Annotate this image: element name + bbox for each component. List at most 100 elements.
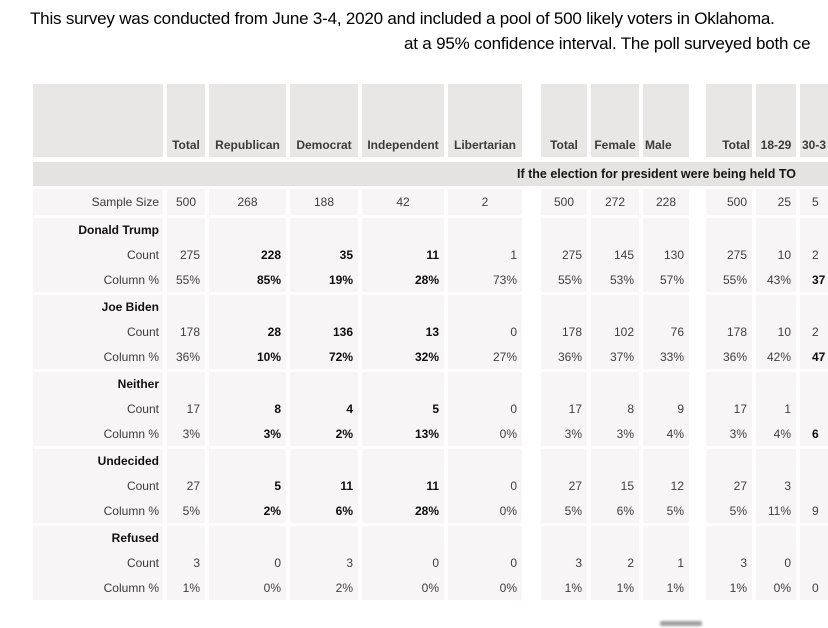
- col-header-cell: Independent: [362, 84, 444, 157]
- data-cell: [541, 218, 587, 242]
- candidate-name-row: Neither: [33, 372, 828, 396]
- count-row: Count 27 5 11 11 0 27 15 12 27 3: [33, 473, 828, 498]
- data-cell: [800, 396, 828, 421]
- data-cell: 11: [290, 473, 358, 498]
- section-gap: [693, 218, 702, 242]
- section-gap: [526, 421, 537, 446]
- data-cell: [290, 372, 358, 396]
- data-cell: 19%: [290, 267, 358, 292]
- candidate-name-row: Undecided: [33, 449, 828, 473]
- section-gap: [526, 242, 537, 267]
- col-header-cell: Libertarian: [448, 84, 522, 157]
- col-header-cell: Total: [167, 84, 205, 157]
- data-cell: [448, 295, 522, 319]
- data-cell: 5%: [541, 498, 587, 523]
- data-cell: 3: [290, 550, 358, 575]
- data-cell: 35: [290, 242, 358, 267]
- data-cell: 8: [209, 396, 286, 421]
- data-cell: [643, 449, 689, 473]
- section-gap: [526, 526, 537, 550]
- question-banner-text: If the election for president were being…: [517, 167, 796, 181]
- data-cell: 9: [800, 498, 828, 523]
- data-cell: 36%: [706, 344, 752, 369]
- pct-row: Column % 55% 85% 19% 28% 73% 55% 53% 57% 55% 43% 37: [33, 267, 828, 292]
- row-label-cell: Count: [33, 319, 163, 344]
- data-cell: 0%: [362, 575, 444, 600]
- data-cell: 0: [209, 550, 286, 575]
- data-cell: 13%: [362, 421, 444, 446]
- data-cell: [290, 526, 358, 550]
- candidate-name-row: Donald Trump: [33, 218, 828, 242]
- section-gap: [526, 498, 537, 523]
- section-gap: [526, 218, 537, 242]
- data-cell: [643, 372, 689, 396]
- data-cell: [643, 526, 689, 550]
- pct-row: Column % 1% 0% 2% 0% 0% 1% 1% 1% 1% 0% 0: [33, 575, 828, 600]
- col-header-cell: Male: [643, 84, 689, 157]
- data-cell: 72%: [290, 344, 358, 369]
- data-cell: 500: [706, 189, 752, 215]
- data-cell: [756, 218, 796, 242]
- data-cell: 3: [167, 550, 205, 575]
- data-cell: 42: [362, 189, 444, 215]
- data-cell: 5: [362, 396, 444, 421]
- data-cell: 1: [756, 396, 796, 421]
- data-cell: [706, 218, 752, 242]
- data-cell: [756, 526, 796, 550]
- data-cell: 130: [643, 242, 689, 267]
- data-cell: 0: [448, 550, 522, 575]
- section-gap: [693, 267, 702, 292]
- data-cell: 27: [167, 473, 205, 498]
- section-gap: [693, 473, 702, 498]
- data-cell: 2: [800, 319, 828, 344]
- data-cell: 0: [800, 575, 828, 600]
- data-cell: 9: [643, 396, 689, 421]
- row-label-cell: Donald Trump: [33, 218, 163, 242]
- data-cell: 27: [541, 473, 587, 498]
- data-cell: 6%: [290, 498, 358, 523]
- data-cell: [362, 295, 444, 319]
- row-label-cell: Column %: [33, 267, 163, 292]
- question-banner: If the election for president were being…: [33, 162, 828, 186]
- data-cell: 11: [362, 473, 444, 498]
- data-cell: 3%: [167, 421, 205, 446]
- data-cell: [756, 295, 796, 319]
- data-cell: 228: [643, 189, 689, 215]
- cropped-artifact: [660, 621, 702, 626]
- data-cell: 28%: [362, 498, 444, 523]
- data-cell: 500: [541, 189, 587, 215]
- section-gap: [693, 396, 702, 421]
- data-cell: 10%: [209, 344, 286, 369]
- data-cell: 73%: [448, 267, 522, 292]
- data-cell: 275: [167, 242, 205, 267]
- candidate-name-row: Joe Biden: [33, 295, 828, 319]
- data-cell: 55%: [541, 267, 587, 292]
- data-cell: 0%: [448, 498, 522, 523]
- sample-size-row: Sample Size 500 268 188 42 2 500 272 228 500 25 5: [33, 189, 828, 215]
- section-gap: [526, 267, 537, 292]
- row-label-cell: Neither: [33, 372, 163, 396]
- header-row: Total Republican Democrat Independent Libert…: [33, 84, 828, 157]
- data-cell: 43%: [756, 267, 796, 292]
- data-cell: [362, 526, 444, 550]
- section-gap: [526, 295, 537, 319]
- data-cell: [591, 295, 639, 319]
- data-cell: 4: [290, 396, 358, 421]
- data-cell: 85%: [209, 267, 286, 292]
- data-cell: 2: [591, 550, 639, 575]
- intro-text-line-2: at a 95% confidence interval. The poll s…: [404, 34, 811, 53]
- data-cell: [290, 295, 358, 319]
- corner-header-cell: [33, 84, 163, 157]
- data-cell: [209, 295, 286, 319]
- data-cell: [800, 473, 828, 498]
- data-cell: 28%: [362, 267, 444, 292]
- section-gap: [526, 372, 537, 396]
- data-cell: 17: [706, 396, 752, 421]
- data-cell: 1%: [591, 575, 639, 600]
- data-cell: 178: [167, 319, 205, 344]
- data-cell: 3: [541, 550, 587, 575]
- data-cell: [167, 295, 205, 319]
- data-cell: 33%: [643, 344, 689, 369]
- row-label-cell: Column %: [33, 575, 163, 600]
